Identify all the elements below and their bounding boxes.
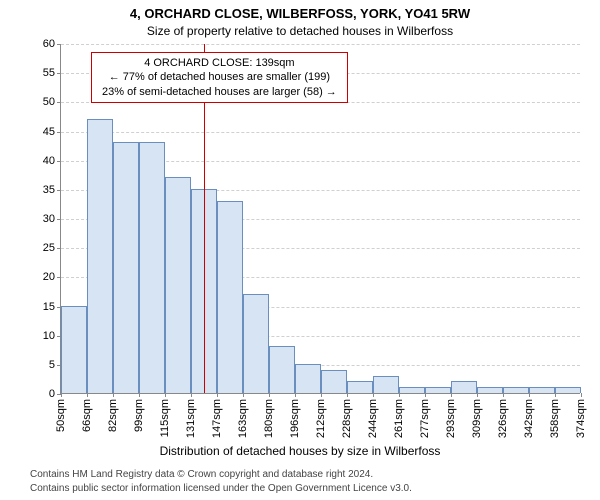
x-tick-mark [347,393,348,397]
footnote-line: Contains HM Land Registry data © Crown c… [30,469,373,480]
histogram-bar [347,381,373,393]
x-tick-mark [321,393,322,397]
x-tick-mark [217,393,218,397]
x-tick-mark [113,393,114,397]
footnote-line: Contains public sector information licen… [30,483,412,494]
x-axis-label: Distribution of detached houses by size … [0,444,600,458]
x-tick-label: 99sqm [133,399,145,432]
y-tick-label: 40 [43,155,55,167]
x-tick-label: 82sqm [107,399,119,432]
x-tick-label: 212sqm [315,399,327,438]
x-tick-mark [477,393,478,397]
histogram-bar [321,370,347,393]
y-tick-mark [57,132,61,133]
histogram-bar [529,387,555,393]
x-tick-label: 293sqm [445,399,457,438]
annotation-box: 4 ORCHARD CLOSE: 139sqm← 77% of detached… [91,52,348,103]
x-tick-label: 374sqm [575,399,587,438]
histogram-bar [269,346,295,393]
plot-area: 05101520253035404550556050sqm66sqm82sqm9… [60,44,580,394]
histogram-bar [243,294,269,393]
y-tick-label: 30 [43,213,55,225]
x-tick-label: 147sqm [211,399,223,438]
x-tick-label: 326sqm [497,399,509,438]
x-tick-mark [425,393,426,397]
histogram-bar [555,387,581,393]
x-tick-mark [451,393,452,397]
x-tick-label: 115sqm [159,399,171,437]
x-tick-mark [529,393,530,397]
x-tick-label: 66sqm [81,399,93,432]
x-tick-mark [191,393,192,397]
x-tick-mark [399,393,400,397]
y-tick-mark [57,190,61,191]
chart-container: 4, ORCHARD CLOSE, WILBERFOSS, YORK, YO41… [0,0,600,500]
y-tick-label: 35 [43,184,55,196]
x-tick-label: 50sqm [55,399,67,432]
histogram-bar [295,364,321,393]
y-tick-mark [57,44,61,45]
x-tick-mark [503,393,504,397]
x-tick-mark [373,393,374,397]
x-tick-mark [61,393,62,397]
histogram-bar [399,387,425,393]
histogram-bar [425,387,451,393]
annotation-line: ← 77% of detached houses are smaller (19… [102,70,337,84]
y-tick-label: 60 [43,38,55,50]
y-tick-label: 10 [43,330,55,342]
x-tick-mark [269,393,270,397]
y-tick-label: 5 [49,359,55,371]
chart-subtitle: Size of property relative to detached ho… [0,24,600,38]
x-tick-mark [581,393,582,397]
x-tick-label: 180sqm [263,399,275,438]
x-tick-label: 309sqm [471,399,483,438]
x-tick-label: 358sqm [549,399,561,438]
histogram-bar [217,201,243,394]
y-tick-label: 20 [43,271,55,283]
x-tick-mark [555,393,556,397]
histogram-bar [451,381,477,393]
histogram-bar [165,177,191,393]
histogram-bar [503,387,529,393]
annotation-line: 4 ORCHARD CLOSE: 139sqm [102,56,337,70]
gridline [61,44,580,45]
x-tick-mark [165,393,166,397]
x-tick-mark [87,393,88,397]
x-tick-label: 196sqm [289,399,301,438]
y-tick-mark [57,102,61,103]
x-tick-label: 228sqm [341,399,353,438]
gridline [61,132,580,133]
histogram-bar [87,119,113,393]
y-tick-label: 55 [43,67,55,79]
x-tick-label: 261sqm [393,399,405,438]
x-tick-mark [295,393,296,397]
x-tick-label: 131sqm [185,399,197,438]
y-tick-mark [57,277,61,278]
y-tick-mark [57,219,61,220]
x-tick-label: 342sqm [523,399,535,438]
y-tick-mark [57,73,61,74]
histogram-bar [139,142,165,393]
histogram-bar [61,306,87,394]
y-tick-mark [57,248,61,249]
y-tick-mark [57,161,61,162]
x-tick-label: 244sqm [367,399,379,438]
histogram-bar [113,142,139,393]
chart-title: 4, ORCHARD CLOSE, WILBERFOSS, YORK, YO41… [0,6,600,21]
histogram-bar [477,387,503,393]
histogram-bar [373,376,399,394]
x-tick-label: 163sqm [237,399,249,438]
x-tick-mark [243,393,244,397]
x-tick-label: 277sqm [419,399,431,438]
x-tick-mark [139,393,140,397]
y-tick-label: 50 [43,96,55,108]
y-tick-label: 25 [43,242,55,254]
y-tick-label: 15 [43,301,55,313]
y-tick-label: 45 [43,126,55,138]
annotation-line: 23% of semi-detached houses are larger (… [102,85,337,99]
